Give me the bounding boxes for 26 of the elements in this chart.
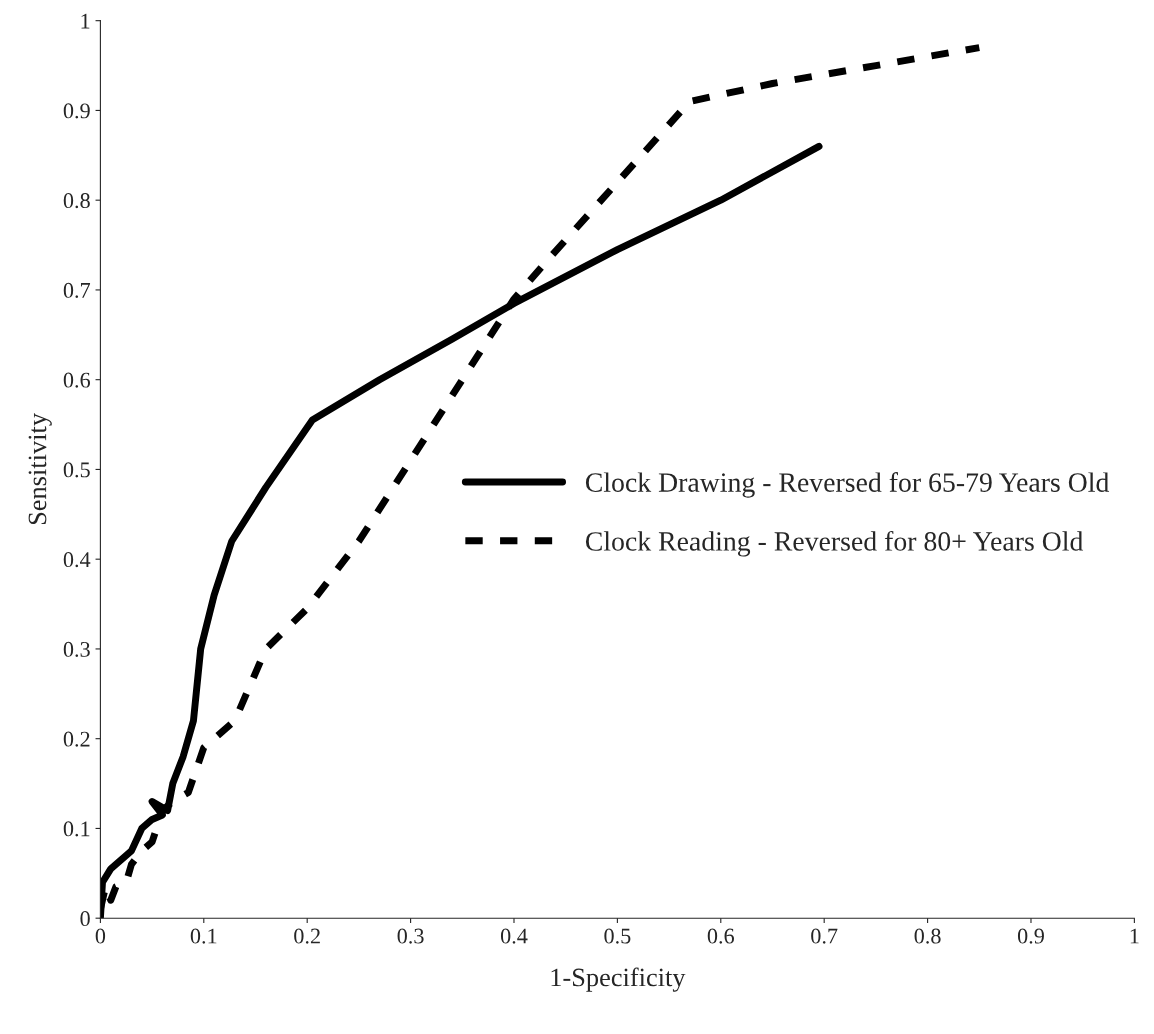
y-tick-label: 0.6 [63, 372, 91, 388]
x-tick-label: 0.3 [397, 928, 424, 944]
x-tick-label: 0.2 [294, 928, 320, 944]
x-tick-label: 0.9 [1017, 928, 1044, 944]
x-tick-label: 0.1 [190, 928, 217, 944]
x-tick-label: 0.7 [811, 928, 838, 944]
legend-label: Clock Drawing - Reversed for 65-79 Years Old [585, 472, 1110, 498]
y-axis-title: Sensitivity [28, 413, 52, 525]
x-tick-label: 0.5 [604, 928, 631, 944]
x-tick-label: 0.8 [914, 928, 941, 944]
y-tick-label: 0.9 [63, 103, 90, 119]
x-tick-label: 0 [95, 928, 106, 944]
legend-label: Clock Reading - Reversed for 80+ Years Old [585, 530, 1084, 557]
y-tick-label: 0.2 [63, 731, 90, 747]
y-tick-label: 0.1 [63, 821, 90, 837]
y-tick-label: 0.4 [63, 552, 91, 568]
x-tick-label: 1 [1130, 928, 1139, 944]
y-tick-label: 0.3 [63, 641, 90, 657]
x-tick-label: 0.6 [707, 928, 735, 944]
y-tick-label: 0.8 [63, 193, 90, 209]
y-tick-label: 0.5 [63, 462, 90, 478]
y-tick-label: 1 [81, 13, 90, 29]
x-axis-title: 1-Specificity [551, 967, 686, 992]
y-tick-label: 0 [80, 911, 90, 927]
x-tick-label: 0.4 [500, 928, 528, 944]
y-tick-label: 0.7 [63, 282, 91, 298]
